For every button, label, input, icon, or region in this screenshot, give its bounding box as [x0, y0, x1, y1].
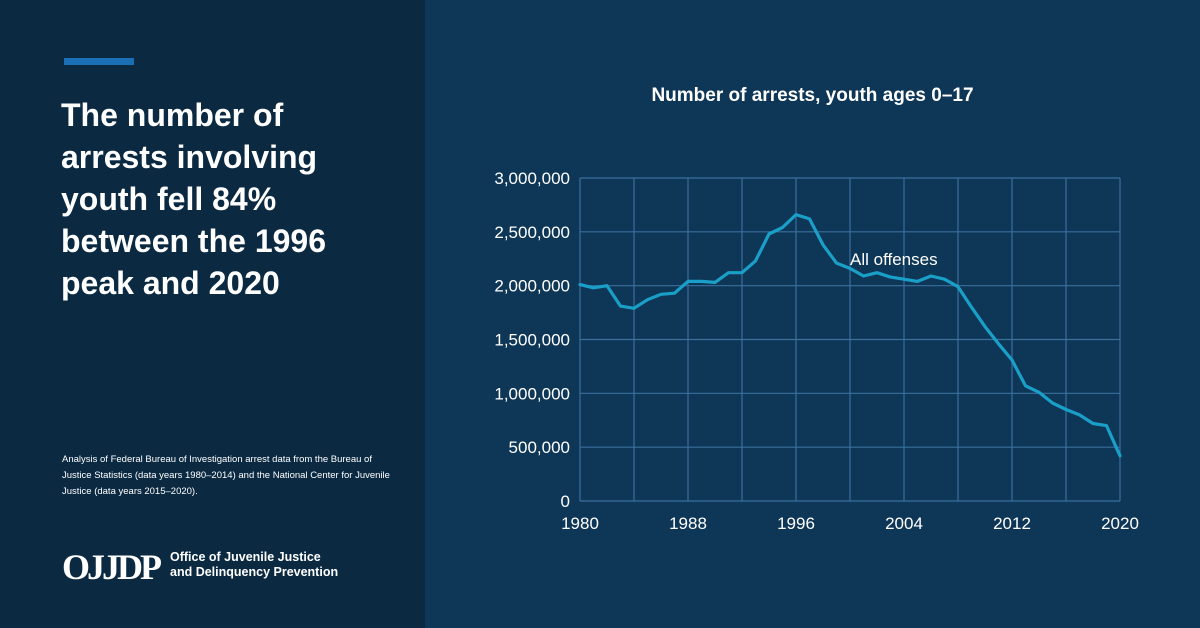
source-note: Analysis of Federal Bureau of Investigat…	[62, 454, 390, 497]
series-line-all-offenses	[578, 213, 1122, 458]
x-tick-label: 1996	[777, 514, 815, 533]
accent-bar	[64, 58, 134, 65]
logo-line-2: and Delinquency Prevention	[170, 565, 339, 579]
x-tick-label: 1980	[561, 514, 599, 533]
y-tick-label: 0	[561, 492, 570, 511]
y-tick-label: 3,000,000	[494, 169, 570, 188]
y-tick-label: 2,000,000	[494, 277, 570, 296]
ojjdp-logo-mark: OJJDP	[62, 547, 164, 587]
ojjdp-logo-wordmark: OJJDP	[62, 547, 161, 587]
y-tick-label: 500,000	[509, 438, 570, 457]
line-chart: 0 500,000 1,000,000 1,500,000 2,000,000 2,500…	[494, 169, 1139, 533]
x-tick-label: 2012	[993, 514, 1031, 533]
y-tick-label: 1,000,000	[494, 384, 570, 403]
logo-text: Office of Juvenile Justice and Delinquen…	[170, 550, 338, 580]
ojjdp-logo: OJJDP Office of Juvenile Justice and Del…	[60, 537, 338, 593]
y-tick-label: 2,500,000	[494, 223, 570, 242]
x-tick-label: 1988	[669, 514, 707, 533]
y-tick-label: 1,500,000	[494, 331, 570, 350]
left-panel: The number of arrests involving youth fe…	[0, 0, 425, 628]
chart-panel: Number of arrests, youth ages 0–17 0 500,…	[425, 0, 1200, 628]
x-tick-label: 2020	[1101, 514, 1139, 533]
series-label: All offenses	[850, 250, 938, 269]
chart-title: Number of arrests, youth ages 0–17	[651, 85, 974, 106]
logo-line-1: Office of Juvenile Justice	[170, 550, 321, 564]
x-tick-label: 2004	[885, 514, 923, 533]
headline: The number of arrests involving youth fe…	[61, 97, 326, 301]
